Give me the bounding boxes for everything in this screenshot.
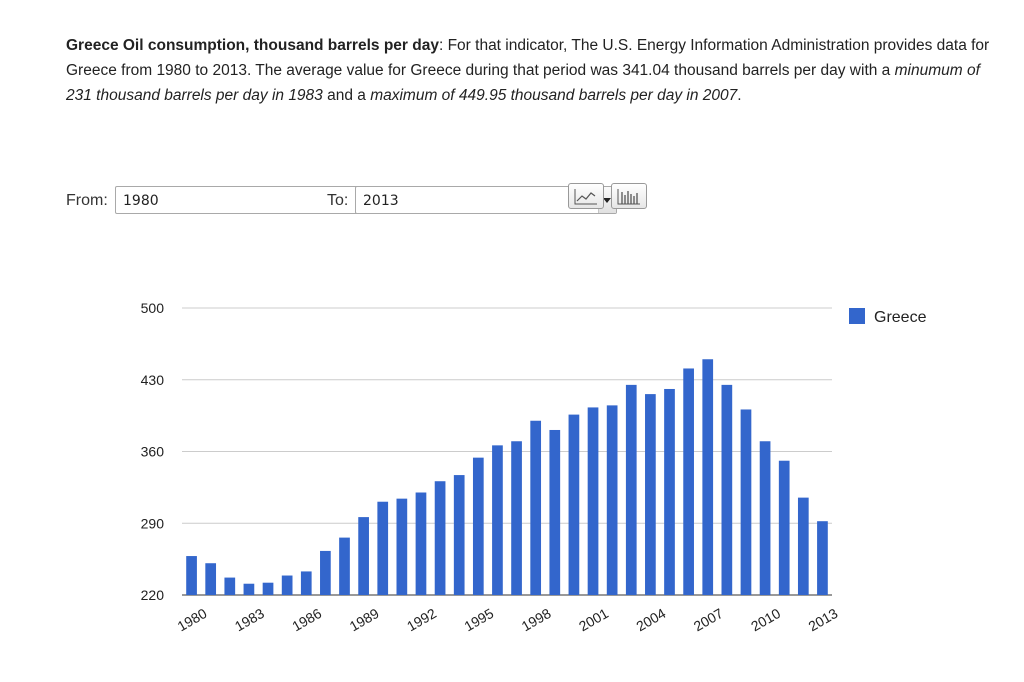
description-text: : For that indicator, The U.S. Energy In… bbox=[66, 37, 990, 79]
y-axis-ticks: 220 290 360 430 500 bbox=[141, 300, 165, 603]
bar-1990[interactable] bbox=[377, 501, 389, 595]
bar-1986[interactable] bbox=[300, 571, 312, 595]
bar-2003[interactable] bbox=[625, 384, 637, 595]
chart-description: Greece Oil consumption, thousand barrels… bbox=[66, 33, 1006, 108]
x-tick-label: 1995 bbox=[461, 605, 496, 635]
line-chart-button[interactable] bbox=[568, 183, 604, 209]
bar-2007[interactable] bbox=[702, 359, 714, 595]
from-year-value: 1980 bbox=[123, 193, 159, 209]
bar-chart-icon bbox=[617, 189, 640, 205]
bar-2000[interactable] bbox=[568, 414, 580, 595]
y-tick-label: 430 bbox=[141, 372, 165, 388]
bar-2001[interactable] bbox=[587, 407, 599, 595]
x-tick-label: 2013 bbox=[805, 605, 840, 635]
from-label: From: bbox=[66, 192, 108, 209]
description-text: and a bbox=[322, 87, 371, 104]
bar-1995[interactable] bbox=[472, 457, 484, 595]
x-tick-label: 1980 bbox=[175, 605, 210, 635]
bar-1992[interactable] bbox=[415, 492, 427, 596]
bars bbox=[186, 359, 828, 595]
y-tick-label: 290 bbox=[141, 515, 165, 531]
bar-1997[interactable] bbox=[511, 441, 522, 595]
legend: Greece bbox=[849, 308, 927, 326]
bar-1988[interactable] bbox=[339, 537, 350, 595]
bar-2006[interactable] bbox=[683, 368, 694, 595]
bar-1984[interactable] bbox=[262, 582, 274, 595]
maximum-note: maximum of 449.95 thousand barrels per d… bbox=[370, 87, 738, 104]
bar-2005[interactable] bbox=[664, 388, 675, 595]
bar-1999[interactable] bbox=[549, 429, 561, 595]
x-tick-label: 1989 bbox=[347, 605, 382, 635]
bar-1982[interactable] bbox=[224, 577, 236, 595]
line-chart-icon bbox=[574, 189, 597, 205]
y-tick-label: 220 bbox=[141, 587, 165, 603]
x-tick-label: 1992 bbox=[404, 605, 439, 635]
bar-1989[interactable] bbox=[358, 517, 369, 595]
y-tick-label: 360 bbox=[141, 444, 165, 460]
minimum-note: minumum of 231 thousand barrels per day … bbox=[66, 62, 980, 104]
x-tick-label: 2001 bbox=[576, 605, 611, 635]
y-tick-label: 500 bbox=[141, 300, 165, 316]
bar-1993[interactable] bbox=[434, 481, 446, 595]
bar-1998[interactable] bbox=[530, 420, 542, 595]
to-year-value: 2013 bbox=[363, 193, 399, 209]
x-tick-label: 2010 bbox=[748, 605, 783, 635]
bar-2009[interactable] bbox=[740, 409, 752, 595]
bar-1994[interactable] bbox=[453, 475, 465, 595]
legend-swatch bbox=[849, 308, 865, 324]
x-axis-ticks: 1980 1983 1986 1989 1992 1995 1998 2001 2004 2007… bbox=[175, 605, 841, 635]
bar-2013[interactable] bbox=[817, 521, 828, 595]
bar-chart-button[interactable] bbox=[611, 183, 647, 209]
x-tick-label: 1986 bbox=[289, 605, 324, 635]
gridlines bbox=[182, 307, 832, 596]
bar-2008[interactable] bbox=[721, 384, 733, 595]
bar-1980[interactable] bbox=[186, 556, 197, 595]
bar-2010[interactable] bbox=[759, 441, 771, 595]
bar-1996[interactable] bbox=[492, 445, 503, 595]
bar-1985[interactable] bbox=[281, 575, 293, 595]
bar-2012[interactable] bbox=[797, 497, 809, 595]
to-label: To: bbox=[327, 192, 349, 209]
x-tick-label: 2007 bbox=[691, 605, 726, 635]
x-tick-label: 1998 bbox=[519, 605, 554, 635]
x-tick-label: 2004 bbox=[633, 605, 668, 635]
indicator-title: Greece Oil consumption, thousand barrels… bbox=[66, 37, 439, 54]
x-tick-label: 1983 bbox=[232, 605, 267, 635]
description-text: . bbox=[737, 87, 742, 104]
bar-1983[interactable] bbox=[243, 583, 255, 595]
bar-2004[interactable] bbox=[645, 394, 656, 595]
bar-1987[interactable] bbox=[320, 550, 331, 595]
legend-label: Greece bbox=[874, 309, 927, 326]
bar-2011[interactable] bbox=[778, 460, 790, 595]
bar-1981[interactable] bbox=[205, 563, 217, 595]
bar-2002[interactable] bbox=[606, 405, 618, 595]
bar-1991[interactable] bbox=[396, 498, 408, 595]
